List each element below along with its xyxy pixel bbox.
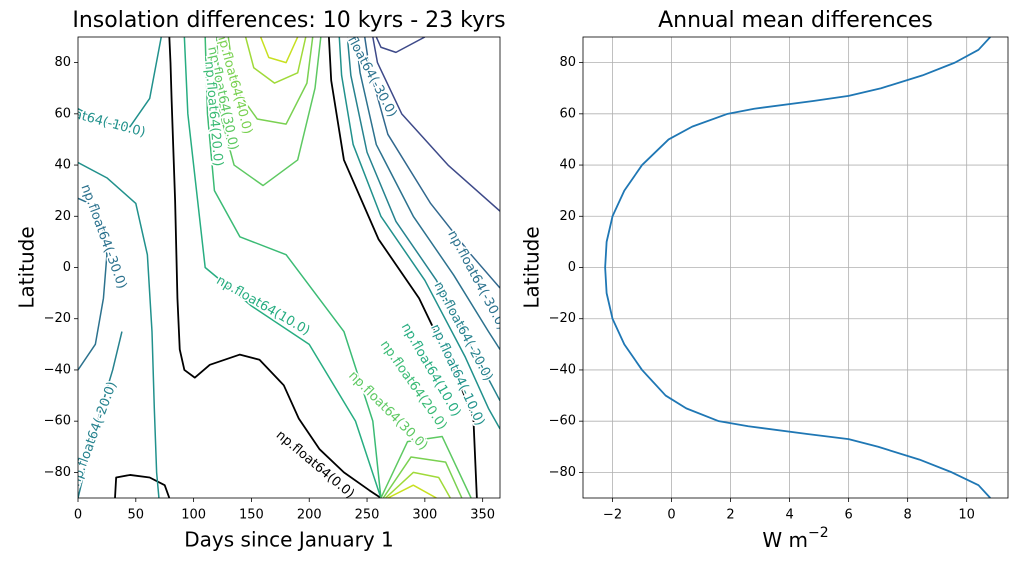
x-tick-label: 0 — [667, 508, 675, 523]
y-tick-label: 80 — [559, 55, 576, 70]
chart-title: Insolation differences: 10 kyrs - 23 kyr… — [72, 8, 505, 33]
contour-line — [385, 471, 451, 498]
y-tick-label: −80 — [44, 465, 71, 480]
y-tick-label: −60 — [44, 414, 71, 429]
contour-line — [363, 37, 500, 289]
y-tick-label: −40 — [549, 362, 576, 377]
y-tick-label: 60 — [54, 106, 71, 121]
x-tick-label: 8 — [904, 508, 912, 523]
x-tick-label: 2 — [726, 508, 734, 523]
contour-line — [78, 161, 160, 498]
y-tick-label: 80 — [54, 55, 71, 70]
contour-line — [168, 37, 382, 498]
contour-line — [338, 37, 500, 430]
y-tick-label: −20 — [549, 311, 576, 326]
x-tick-label: 4 — [785, 508, 793, 523]
x-tick-label: 250 — [355, 508, 380, 523]
contour-label: np.float64(-30.0) — [78, 182, 130, 291]
y-tick-label: −60 — [549, 414, 576, 429]
contour-line — [382, 456, 463, 498]
contour-label: np.float64(10.0) — [214, 273, 313, 339]
y-tick-label: 20 — [54, 209, 71, 224]
contour-line — [78, 197, 108, 371]
y-tick-label: 40 — [54, 158, 71, 173]
y-tick-label: 60 — [559, 106, 576, 121]
contour-line — [375, 37, 426, 54]
contour-line — [215, 37, 322, 187]
contour-line — [78, 37, 162, 128]
x-axis-label-text: W m — [762, 528, 808, 552]
x-tick-label: 150 — [239, 508, 264, 523]
axes: 0 50 100 150 200 250 300 350 −80 −60 −40 −20 0 20 40 60… — [15, 8, 506, 552]
x-tick-label: 200 — [297, 508, 322, 523]
contour-line — [204, 37, 382, 498]
y-tick-label: 20 — [559, 209, 576, 224]
contour-line — [372, 37, 500, 212]
plot-area: np.float64(-10.0) np.float64(-30.0) np.flo… — [37, 37, 500, 502]
x-axis-label: Days since January 1 — [184, 528, 393, 552]
plot-area — [604, 37, 991, 498]
x-tick-label: 100 — [181, 508, 206, 523]
y-tick-label: −20 — [44, 311, 71, 326]
contour-label: np.float64(0.0) — [273, 428, 357, 502]
x-axis-label: W m−2 — [762, 525, 828, 552]
contour-line — [346, 37, 500, 402]
y-tick-label: −40 — [44, 362, 71, 377]
axes-frame — [77, 36, 501, 499]
contour-line — [259, 37, 299, 64]
contour-line — [114, 474, 171, 498]
contour-line — [354, 37, 500, 350]
y-tick-label: 0 — [63, 260, 71, 275]
y-tick-label: 0 — [568, 260, 576, 275]
y-axis-label: Latitude — [15, 226, 39, 308]
y-axis-label: Latitude — [520, 226, 544, 308]
contour-line — [183, 37, 382, 498]
x-tick-label: −2 — [603, 508, 622, 523]
chart-title: Annual mean differences — [658, 8, 933, 33]
x-tick-label: 300 — [412, 508, 437, 523]
contour-label: np.float64(-10.0) — [37, 97, 147, 140]
line — [604, 37, 991, 498]
contour-line — [78, 331, 123, 498]
contour-line — [327, 37, 478, 498]
x-tick-label: 10 — [958, 508, 975, 523]
y-tick-label: −80 — [549, 465, 576, 480]
x-tick-label: 350 — [470, 508, 495, 523]
x-tick-label: 6 — [844, 508, 852, 523]
x-tick-label: 50 — [128, 508, 145, 523]
y-tick-label: 40 — [559, 158, 576, 173]
contour-line — [244, 37, 307, 84]
x-axis-label-superscript: −2 — [808, 525, 829, 541]
contour-line — [387, 484, 437, 498]
contour-line — [380, 435, 472, 498]
contour-line — [227, 37, 314, 125]
axes-frame — [582, 36, 1009, 499]
x-tick-label: 0 — [74, 508, 82, 523]
